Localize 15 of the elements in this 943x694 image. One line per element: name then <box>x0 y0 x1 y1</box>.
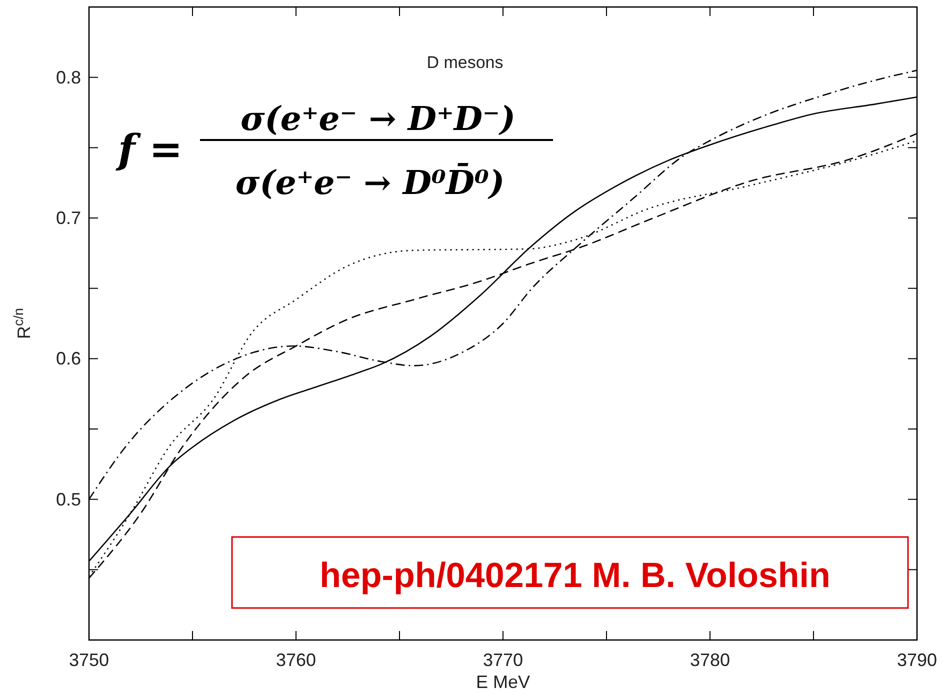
text: D mesons <box>426 53 504 72</box>
x-tick-label: 3760 <box>276 650 316 670</box>
x-tick-label: 3790 <box>896 650 938 670</box>
x-tick-label: 3750 <box>68 650 110 670</box>
annotation: hep-ph/0402171 M. B. Voloshin <box>320 556 830 595</box>
y-tick-label: 0.8 <box>56 67 81 88</box>
x-tick-label: 3770 <box>482 650 524 670</box>
y-tick-label: 0.6 <box>56 348 81 369</box>
annotation: σ(e⁺e⁻ → D⁰D̄⁰) <box>235 162 505 202</box>
annotation: f = <box>115 126 183 173</box>
x-axis-title: E MeV <box>476 672 530 692</box>
annotation: σ(e⁺e⁻ → D⁺D⁻) <box>240 99 516 138</box>
y-tick-label: 0.7 <box>56 208 81 228</box>
y-tick-label: 0.5 <box>56 489 81 510</box>
x-tick-label: 3780 <box>690 650 730 670</box>
